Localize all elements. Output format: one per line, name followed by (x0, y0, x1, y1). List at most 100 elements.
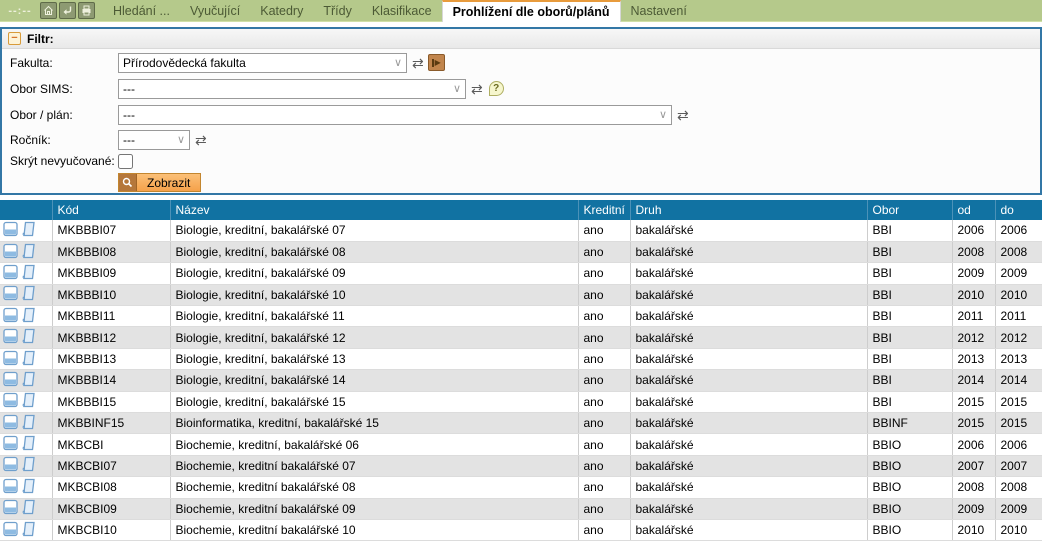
header-obor: Obor (866, 200, 952, 220)
cell-nazev: Biologie, kreditní, bakalářské 10 (169, 284, 578, 307)
detail-document-icon[interactable] (3, 285, 18, 304)
detail-document-icon[interactable] (3, 350, 18, 369)
cell-nazev: Biologie, kreditní, bakalářské 09 (169, 262, 578, 285)
refresh-fakulta-icon[interactable]: ⇄ (412, 54, 424, 71)
plan-document-icon[interactable] (21, 521, 36, 540)
help-icon[interactable]: ? (488, 81, 504, 96)
tab-item[interactable]: Nastavení (630, 3, 687, 18)
plans-table: Kód Název Kreditní Druh Obor od do MKBBB… (0, 200, 1042, 542)
header-od: od (951, 200, 995, 220)
cell-nazev: Biologie, kreditní, bakalářské 11 (169, 305, 578, 328)
cell-od: 2010 (951, 284, 995, 307)
cell-do: 2012 (994, 326, 1042, 349)
plan-document-icon[interactable] (21, 371, 36, 390)
cell-nazev: Bioinformatika, kreditní, bakalářské 15 (169, 412, 578, 435)
fakulta-select[interactable]: Přírodovědecká fakulta ∨ (118, 52, 407, 73)
cell-kod: MKBCBI (51, 433, 170, 456)
plan-document-icon[interactable] (21, 307, 36, 326)
plan-document-icon[interactable] (21, 478, 36, 497)
print-button[interactable] (78, 2, 95, 19)
obor-plan-select[interactable]: --- ∨ (118, 104, 672, 125)
cell-do: 2008 (994, 241, 1042, 264)
cell-kod: MKBBBI07 (51, 220, 170, 242)
cell-do: 2014 (994, 369, 1042, 392)
cell-do: 2007 (994, 455, 1042, 478)
plan-document-icon[interactable] (21, 435, 36, 454)
plan-document-icon[interactable] (21, 414, 36, 433)
plan-document-icon[interactable] (21, 264, 36, 283)
collapse-filter-button[interactable]: − (8, 32, 21, 45)
detail-document-icon[interactable] (3, 307, 18, 326)
magnifier-icon (119, 174, 137, 191)
tab-item[interactable]: Hledání ... (113, 3, 170, 18)
detail-document-icon[interactable] (3, 435, 18, 454)
cell-od: 2015 (951, 412, 995, 435)
cell-kod: MKBCBI10 (51, 519, 170, 542)
plan-document-icon[interactable] (21, 456, 36, 475)
refresh-obor-plan-icon[interactable]: ⇄ (677, 106, 689, 123)
filter-row-fakulta: Fakulta: Přírodovědecká fakulta ∨ ⇄ ▶ (10, 52, 1040, 73)
fakulta-id-button[interactable]: ▶ (427, 54, 445, 71)
detail-document-icon[interactable] (3, 264, 18, 283)
cell-druh: bakalářské (629, 412, 867, 435)
cell-kod: MKBBBI13 (51, 348, 170, 371)
detail-document-icon[interactable] (3, 328, 18, 347)
plan-document-icon[interactable] (21, 350, 36, 369)
cell-od: 2007 (951, 455, 995, 478)
detail-document-icon[interactable] (3, 392, 18, 411)
rocnik-select[interactable]: --- ∨ (118, 129, 190, 150)
back-button[interactable] (59, 2, 76, 19)
cell-kreditni: ano (577, 412, 630, 435)
cell-druh: bakalářské (629, 284, 867, 307)
session-timer: --:-- (8, 4, 32, 17)
skryt-nevyucovane-checkbox[interactable] (118, 153, 133, 169)
plan-document-icon[interactable] (21, 392, 36, 411)
cell-do: 2015 (994, 391, 1042, 414)
plan-document-icon[interactable] (21, 328, 36, 347)
tab-item[interactable]: Třídy (323, 3, 352, 18)
cell-kod: MKBBBI08 (51, 241, 170, 264)
cell-kreditni: ano (577, 455, 630, 478)
refresh-obor-sims-icon[interactable]: ⇄ (471, 80, 483, 97)
plan-document-icon[interactable] (21, 285, 36, 304)
detail-document-icon[interactable] (3, 499, 18, 518)
detail-document-icon[interactable] (3, 521, 18, 540)
tab-active[interactable]: Prohlížení dle oborů/plánů (441, 0, 621, 22)
row-icons-cell (0, 241, 52, 264)
plan-document-icon[interactable] (21, 499, 36, 518)
detail-document-icon[interactable] (3, 221, 18, 240)
cell-nazev: Biochemie, kreditní bakalářské 08 (169, 476, 578, 499)
cell-obor: BBI (866, 284, 952, 307)
refresh-rocnik-icon[interactable]: ⇄ (195, 131, 207, 148)
cell-do: 2010 (994, 519, 1042, 542)
detail-document-icon[interactable] (3, 371, 18, 390)
home-icon (43, 5, 54, 16)
cell-obor: BBI (866, 241, 952, 264)
zobrazit-button[interactable]: Zobrazit (118, 173, 202, 192)
cell-druh: bakalářské (629, 433, 867, 456)
filter-row-submit: Zobrazit (10, 173, 1040, 192)
home-button[interactable] (40, 2, 57, 19)
detail-document-icon[interactable] (3, 478, 18, 497)
tab-item[interactable]: Katedry (260, 3, 304, 18)
cell-kreditni: ano (577, 391, 630, 414)
row-icons-cell (0, 433, 52, 456)
tab-item[interactable]: Vyučující (189, 3, 241, 18)
detail-document-icon[interactable] (3, 243, 18, 262)
table-row: MKBCBI08 Biochemie, kreditní bakalářské … (0, 476, 1042, 499)
top-nav-bar: --:-- Hledání ... Vyučující Katedry Třídy Kl… (0, 0, 1042, 22)
cell-kreditni: ano (577, 262, 630, 285)
cell-nazev: Biochemie, kreditní, bakalářské 06 (169, 433, 578, 456)
plan-document-icon[interactable] (21, 243, 36, 262)
header-kod: Kód (51, 200, 170, 220)
cell-kreditni: ano (577, 476, 630, 499)
table-row: MKBBBI08 Biologie, kreditní, bakalářské … (0, 241, 1042, 264)
table-row: MKBBBI14 Biologie, kreditní, bakalářské … (0, 369, 1042, 392)
plan-document-icon[interactable] (21, 221, 36, 240)
tab-item[interactable]: Klasifikace (371, 3, 432, 18)
detail-document-icon[interactable] (3, 456, 18, 475)
obor-sims-select[interactable]: --- ∨ (118, 78, 466, 99)
results-table-container: Kód Název Kreditní Druh Obor od do MKBBB… (0, 200, 1042, 542)
detail-document-icon[interactable] (3, 414, 18, 433)
chevron-down-icon: ∨ (452, 83, 461, 95)
